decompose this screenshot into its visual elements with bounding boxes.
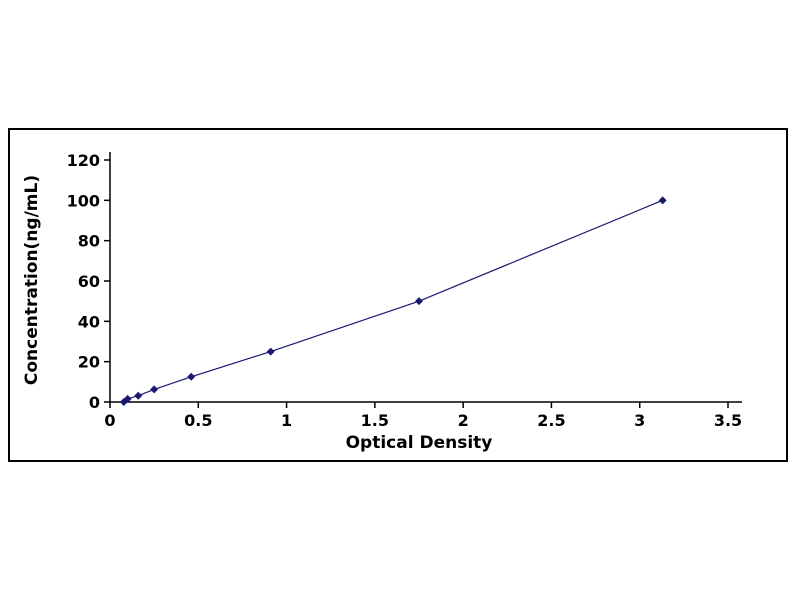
x-axis-title: Optical Density (346, 433, 493, 453)
data-point-diamond (123, 394, 132, 403)
x-tick-label: 3 (634, 411, 645, 430)
y-axis-title: Concentration(ng/mL) (22, 175, 42, 385)
data-point-diamond (150, 385, 159, 394)
y-tick-label: 40 (78, 312, 100, 331)
data-point-diamond (266, 347, 275, 356)
standard-curve-plot: 0 0.5 1 1.5 2 2.5 3 3.5 0 20 40 60 80 100 120 Optical … (22, 151, 743, 453)
x-tick-label: 2 (458, 411, 469, 430)
y-tick-label: 20 (78, 353, 100, 372)
y-tick-label: 60 (78, 272, 100, 291)
data-point-diamond (658, 196, 667, 205)
data-point-diamond (187, 372, 196, 381)
data-point-diamond (134, 391, 143, 400)
y-tick-label: 120 (67, 151, 100, 170)
x-tick-label: 1.5 (361, 411, 389, 430)
y-tick-label: 80 (78, 232, 100, 251)
y-tick-label: 0 (89, 393, 100, 412)
x-tick-label: 2.5 (537, 411, 565, 430)
plot-generated-layer: 0 0.5 1 1.5 2 2.5 3 3.5 0 20 40 60 80 100 120 (67, 151, 743, 430)
x-tick-label: 0 (104, 411, 115, 430)
data-point-diamond (415, 297, 423, 306)
x-tick-label: 0.5 (184, 411, 212, 430)
x-tick-label: 1 (281, 411, 292, 430)
chart-frame: 0 0.5 1 1.5 2 2.5 3 3.5 0 20 40 60 80 100 120 Optical … (8, 128, 788, 462)
y-tick-label: 100 (67, 191, 100, 210)
series-line (123, 199, 663, 403)
x-tick-label: 3.5 (714, 411, 742, 430)
